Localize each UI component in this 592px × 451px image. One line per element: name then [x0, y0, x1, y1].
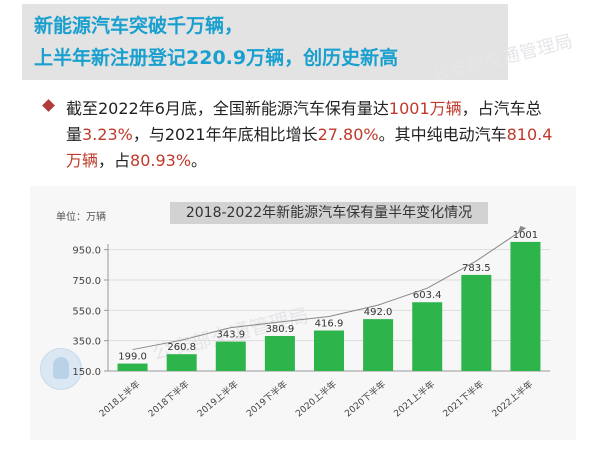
text-part: ，与2021年年底相比增长 — [132, 125, 318, 144]
text-part: ，占 — [98, 151, 131, 170]
police-logo-icon — [40, 348, 82, 390]
bar-value-label: 380.9 — [266, 324, 295, 335]
bar-value-label: 492.0 — [364, 307, 393, 318]
y-tick-label: 750.0 — [72, 276, 101, 287]
bar — [314, 330, 344, 371]
x-tick-label: 2021下半年 — [440, 378, 486, 419]
summary-paragraph: 截至2022年6月底，全国新能源汽车保有量达1001万辆，占汽车总量3.23%，… — [66, 96, 556, 174]
bar-value-label: 343.9 — [216, 330, 245, 341]
bar — [510, 241, 541, 371]
headline-line-2: 上半年新注册登记220.9万辆，创历史新高 — [34, 47, 399, 69]
bar — [215, 341, 246, 371]
bar — [166, 354, 197, 371]
x-tick-label: 2020下半年 — [342, 378, 388, 419]
text-part: 。其中纯电动汽车 — [378, 125, 507, 144]
highlight-ev-count: 810.4万辆 — [66, 125, 553, 170]
trend-arrow-icon — [517, 225, 526, 234]
text-part: ，占汽车总量 — [66, 99, 542, 144]
text-part: 。 — [191, 151, 208, 170]
bar-value-label: 783.5 — [462, 263, 491, 274]
bar — [363, 319, 394, 371]
highlight-growth: 27.80% — [317, 125, 379, 144]
unit-label: 单位：万辆 — [56, 212, 106, 223]
chart-title: 2018-2022年新能源汽车保有量半年变化情况 — [170, 202, 488, 224]
x-tick-label: 2018下半年 — [146, 378, 192, 419]
bar-value-label: 199.0 — [118, 352, 147, 363]
bar — [461, 274, 492, 371]
highlight-share: 3.23% — [82, 125, 133, 144]
x-tick-label: 2022上半年 — [489, 378, 535, 419]
headline-line-1: 新能源汽车突破千万辆， — [34, 15, 244, 37]
headline-banner — [22, 4, 508, 80]
trend-line — [132, 227, 526, 351]
bar — [117, 363, 148, 371]
bar — [412, 302, 443, 371]
x-tick-label: 2019上半年 — [195, 378, 241, 419]
bar-value-label: 416.9 — [315, 319, 344, 330]
x-tick-label: 2021上半年 — [391, 378, 437, 419]
bar — [264, 335, 295, 371]
y-tick-label: 550.0 — [72, 306, 101, 317]
y-tick-label: 150.0 — [72, 367, 101, 378]
y-tick-label: 350.0 — [72, 337, 101, 348]
highlight-ev-share: 80.93% — [130, 151, 192, 170]
text-part: 截至2022年6月底，全国新能源汽车保有量达 — [66, 99, 389, 118]
bar-value-label: 1001 — [513, 230, 538, 241]
bar-value-label: 260.8 — [167, 342, 196, 353]
x-tick-label: 2020上半年 — [293, 378, 339, 419]
y-tick-label: 950.0 — [72, 246, 101, 257]
x-tick-label: 2019下半年 — [244, 378, 290, 419]
x-tick-label: 2018上半年 — [97, 378, 143, 419]
highlight-total: 1001万辆 — [388, 99, 462, 118]
bar-value-label: 603.4 — [413, 290, 442, 301]
